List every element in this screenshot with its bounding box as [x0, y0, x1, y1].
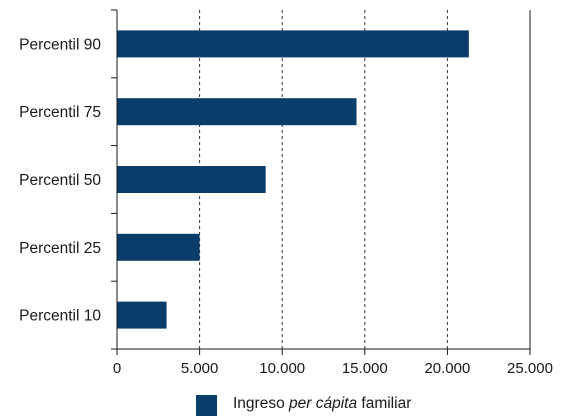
legend-suffix: familiar	[357, 395, 411, 412]
bars	[117, 30, 469, 329]
x-tick-labels: 0 5.000 10.000 15.000 20.000 25.000	[113, 360, 553, 377]
bar	[117, 98, 357, 126]
x-tick-label: 5.000	[181, 360, 219, 377]
bar	[117, 30, 469, 58]
x-tick-label: 10.000	[259, 360, 305, 377]
legend-italic: per cápita	[288, 395, 357, 412]
x-tick-label: 0	[113, 360, 121, 377]
legend: Ingreso per cápita familiar	[196, 395, 411, 416]
category-label: Percentil 50	[19, 172, 101, 189]
bar	[117, 233, 200, 261]
legend-prefix: Ingreso	[233, 395, 289, 412]
x-tick-label: 20.000	[424, 360, 470, 377]
bar	[117, 301, 167, 329]
x-tick-label: 15.000	[342, 360, 388, 377]
category-labels: Percentil 90 Percentil 75 Percentil 50 Perc…	[19, 36, 101, 324]
category-label: Percentil 10	[19, 308, 101, 325]
x-tick-label: 25.000	[507, 360, 553, 377]
category-label: Percentil 90	[19, 36, 101, 53]
legend-label: Ingreso per cápita familiar	[233, 395, 411, 412]
legend-swatch	[196, 395, 217, 416]
category-label: Percentil 25	[19, 240, 101, 257]
category-label: Percentil 75	[19, 104, 101, 121]
bar	[117, 166, 266, 193]
axes	[111, 9, 531, 355]
